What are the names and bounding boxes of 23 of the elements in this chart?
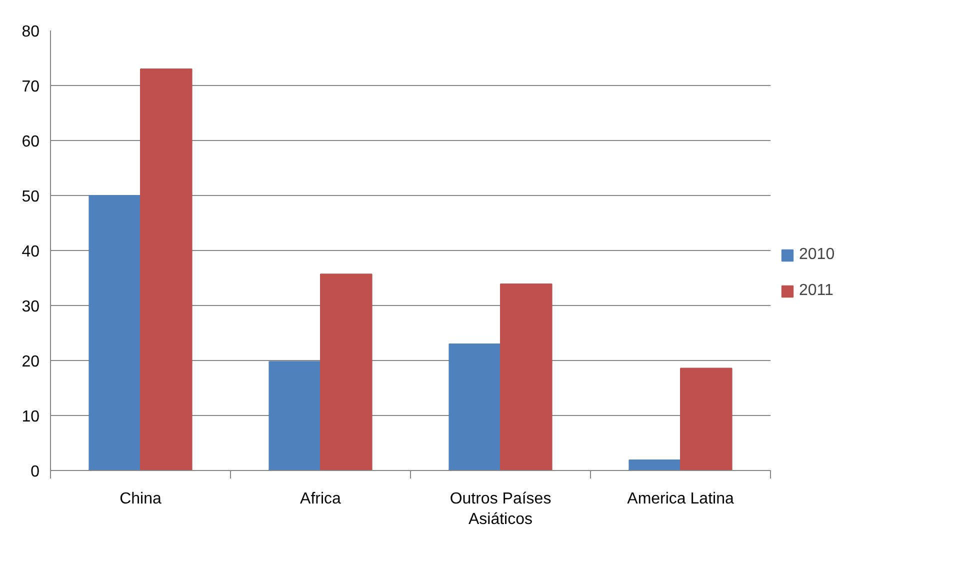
bar [500,284,552,470]
x-tick-label: Outros Países Asiáticos [450,490,552,528]
y-tick-label: 40 [22,244,40,260]
legend-label: 2011 [799,282,834,300]
bar [680,368,732,470]
bar [268,361,321,470]
bar [448,344,501,470]
bar [320,274,372,470]
y-tick-label: 60 [22,134,40,150]
y-tick-label: 70 [22,78,40,96]
bar [628,460,681,470]
y-tick-label: 20 [22,354,40,370]
x-tick-label: America Latina [627,490,734,508]
x-tick-label: Africa [300,490,342,508]
legend-label: 2010 [799,246,835,264]
bar [140,68,192,470]
y-tick-label: 80 [22,24,40,40]
x-tick-label: China [120,490,162,508]
y-tick-label: 0 [30,464,40,480]
y-tick-label: 50 [22,188,40,206]
y-tick-label: 10 [22,408,40,426]
bar [88,195,141,470]
y-tick-label: 30 [22,298,40,316]
